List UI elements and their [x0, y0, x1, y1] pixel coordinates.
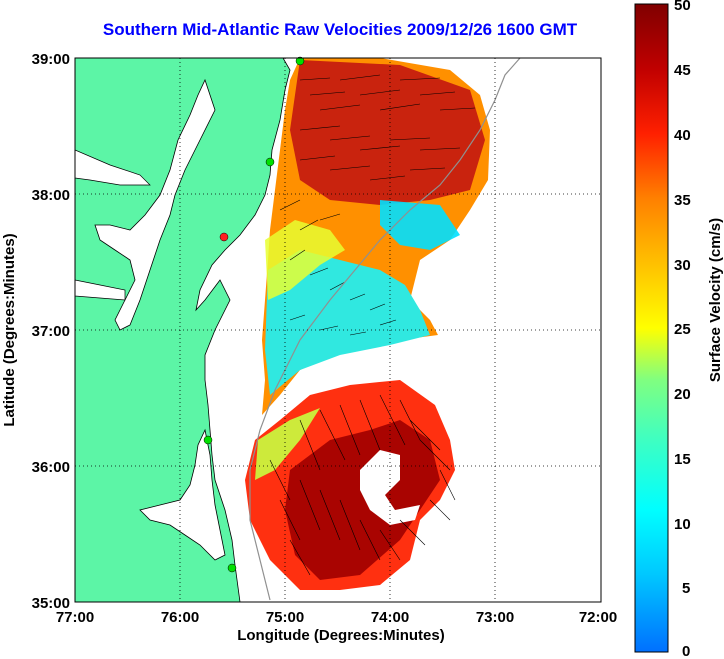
colorbar-tick-label: 50	[674, 0, 691, 14]
y-tick-label: 36:00	[32, 459, 70, 476]
colorbar-tick-label: 15	[674, 451, 691, 468]
river-water	[75, 149, 151, 186]
colorbar-tick-label: 10	[674, 516, 691, 533]
land-mass	[75, 58, 291, 602]
colorbar-tick-label: 0	[682, 643, 690, 659]
x-ticks: 77:00 76:00 75:00 74:00 73:00 72:00	[56, 609, 617, 626]
colorbar-tick-label: 45	[674, 62, 691, 79]
radar-station-alert	[219, 232, 229, 242]
radar-station	[227, 563, 237, 573]
colorbar-tick-label: 25	[674, 321, 691, 338]
x-tick-label: 75:00	[266, 609, 304, 626]
sound-water	[139, 428, 226, 561]
map-layers	[75, 58, 521, 602]
radar-station	[203, 435, 213, 445]
velocity-patch-darkred	[285, 420, 440, 580]
velocity-gap	[360, 450, 420, 525]
x-tick-label: 77:00	[56, 609, 94, 626]
radar-station	[295, 56, 305, 66]
y-tick-label: 35:00	[32, 595, 70, 612]
x-tick-label: 72:00	[579, 609, 617, 626]
colorbar-label: Surface Velocity (cm/s)	[707, 218, 724, 382]
velocity-vectors	[269, 74, 476, 576]
velocity-patch-cyan	[265, 250, 430, 395]
map-title: Southern Mid-Atlantic Raw Velocities 200…	[102, 20, 578, 39]
colorbar-tick-label: 30	[674, 257, 691, 274]
bathymetry-contour	[249, 58, 521, 601]
plot-frame	[74, 57, 602, 603]
colorbar-tick-label: 40	[674, 127, 691, 144]
velocity-patch-cyan2	[380, 200, 460, 250]
colorbar-tick-label: 35	[674, 192, 691, 209]
x-tick-label: 76:00	[161, 609, 199, 626]
radar-stations	[203, 56, 305, 573]
x-tick-label: 74:00	[371, 609, 409, 626]
x-tick-label: 73:00	[476, 609, 514, 626]
y-ticks: 39:00 38:00 37:00 36:00 35:00	[32, 51, 70, 612]
x-axis-label: Longitude (Degrees:Minutes)	[237, 627, 445, 644]
colorbar-ticks: 50 45 40 35 30 25 20 15 10 5 0	[674, 0, 691, 659]
y-axis-label: Latitude (Degrees:Minutes)	[1, 233, 18, 426]
colorbar-tick-label: 5	[682, 580, 690, 597]
colorbar	[634, 3, 669, 653]
y-tick-label: 37:00	[32, 323, 70, 340]
y-tick-label: 38:00	[32, 187, 70, 204]
grid-lines	[75, 58, 601, 602]
colorbar-tick-label: 20	[674, 386, 691, 403]
radar-station	[265, 157, 275, 167]
y-tick-label: 39:00	[32, 51, 70, 68]
river-water	[75, 279, 126, 301]
bay-water	[94, 78, 216, 331]
velocity-patch-yellow	[265, 220, 345, 300]
